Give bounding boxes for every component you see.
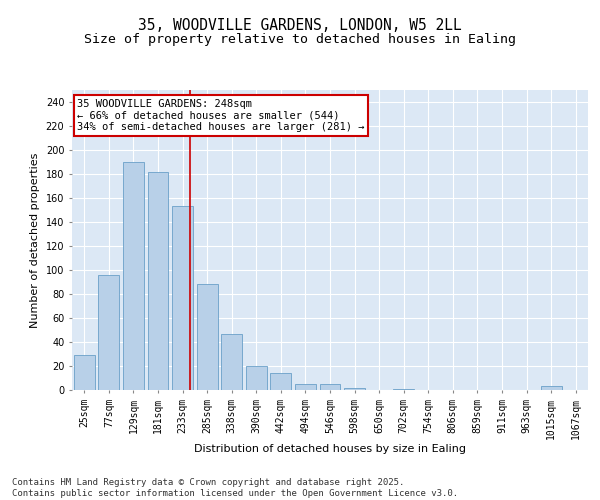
Bar: [541, 386, 562, 390]
Bar: [197, 284, 218, 390]
Bar: [98, 275, 119, 390]
Text: Contains HM Land Registry data © Crown copyright and database right 2025.
Contai: Contains HM Land Registry data © Crown c…: [12, 478, 458, 498]
Bar: [271, 373, 292, 390]
Bar: [221, 334, 242, 390]
Bar: [123, 162, 144, 390]
Bar: [393, 389, 414, 390]
Bar: [148, 172, 169, 390]
Text: Size of property relative to detached houses in Ealing: Size of property relative to detached ho…: [84, 32, 516, 46]
Text: 35, WOODVILLE GARDENS, LONDON, W5 2LL: 35, WOODVILLE GARDENS, LONDON, W5 2LL: [138, 18, 462, 32]
Bar: [74, 355, 95, 390]
Bar: [320, 384, 340, 390]
X-axis label: Distribution of detached houses by size in Ealing: Distribution of detached houses by size …: [194, 444, 466, 454]
Bar: [344, 388, 365, 390]
Bar: [172, 206, 193, 390]
Bar: [295, 384, 316, 390]
Bar: [246, 366, 267, 390]
Text: 35 WOODVILLE GARDENS: 248sqm
← 66% of detached houses are smaller (544)
34% of s: 35 WOODVILLE GARDENS: 248sqm ← 66% of de…: [77, 99, 365, 132]
Y-axis label: Number of detached properties: Number of detached properties: [30, 152, 40, 328]
